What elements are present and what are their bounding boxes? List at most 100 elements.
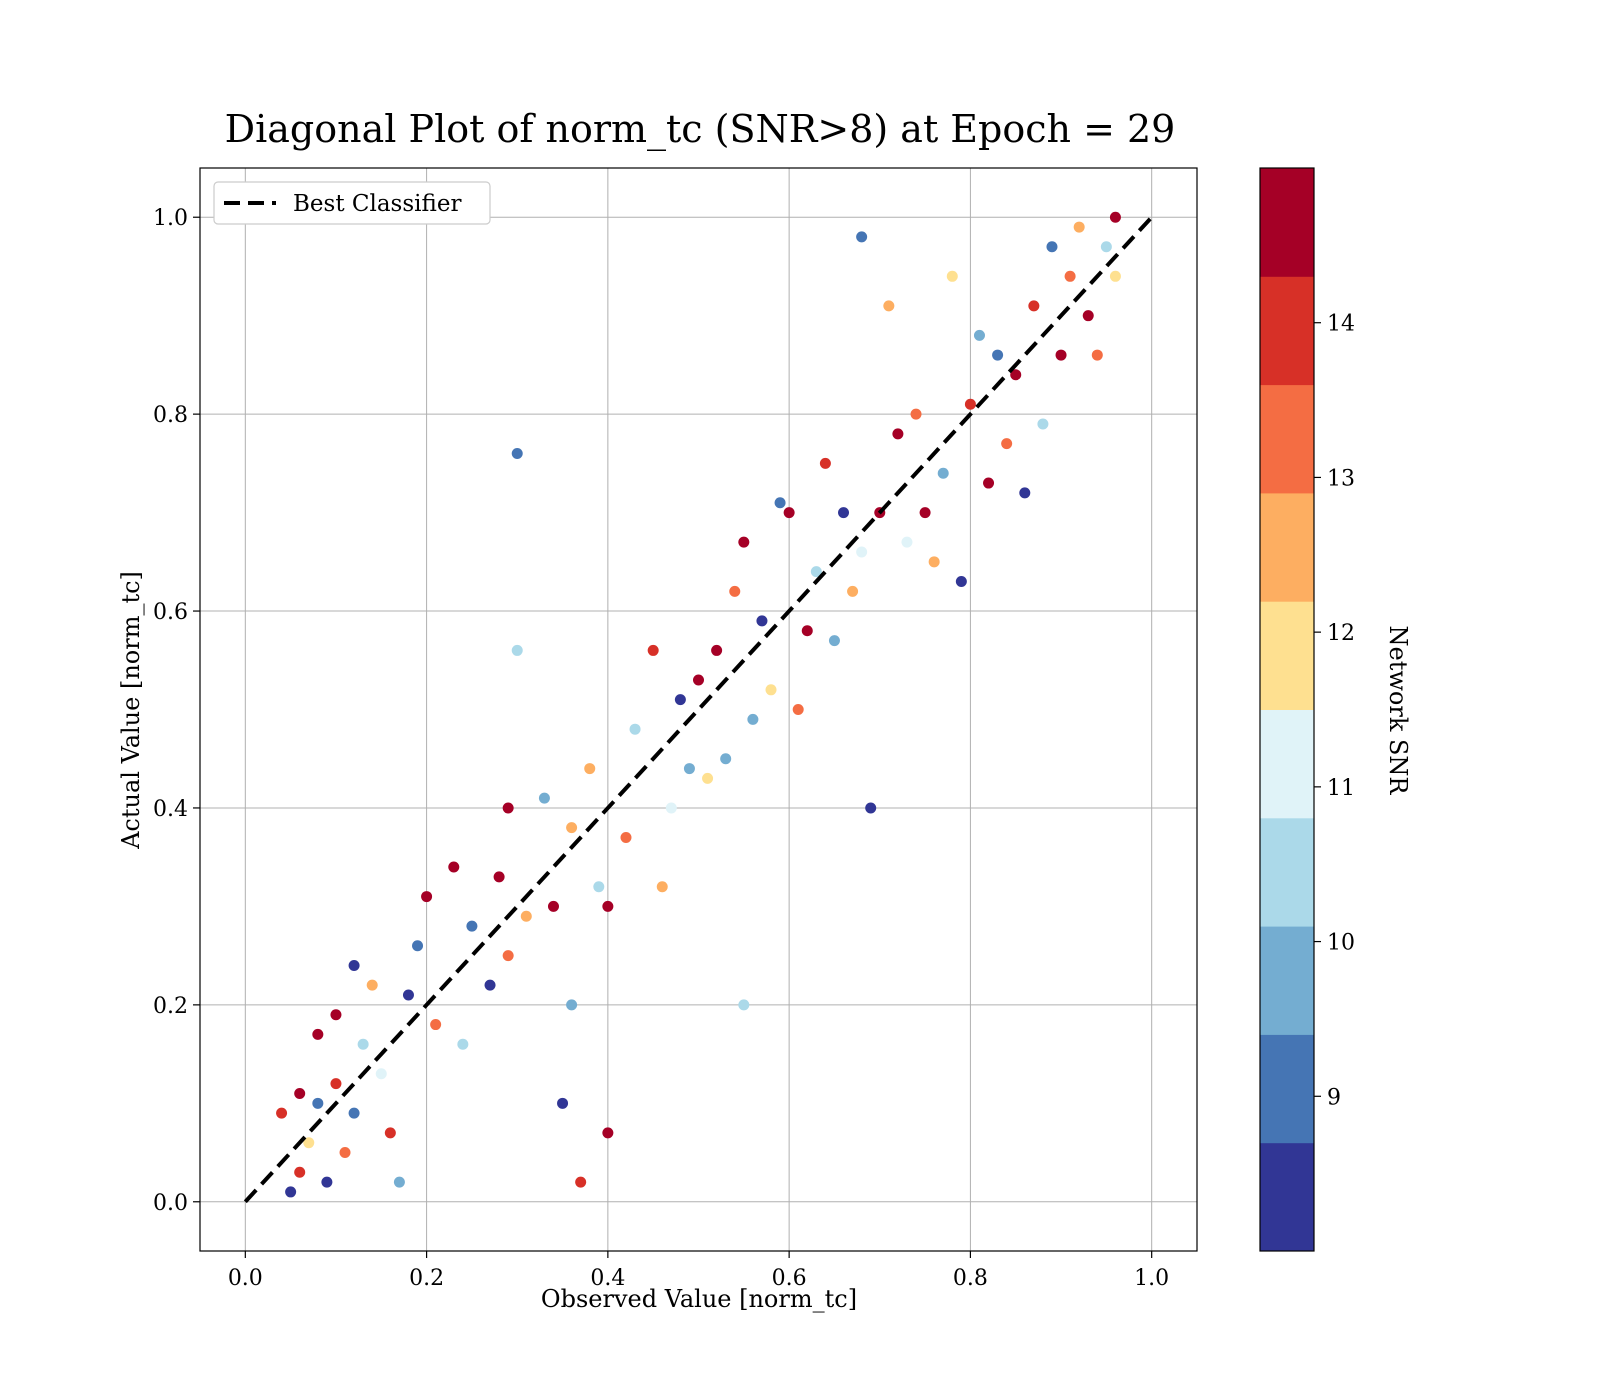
colorbar-bands	[1260, 168, 1314, 1252]
data-point	[810, 566, 822, 578]
data-point	[992, 349, 1004, 361]
colorbar-band	[1260, 276, 1314, 386]
colorbar-tick-label: 9	[1327, 1085, 1341, 1110]
data-point	[502, 950, 514, 962]
colorbar-band	[1260, 926, 1314, 1035]
data-point	[711, 644, 723, 656]
data-point	[339, 1147, 351, 1159]
data-point	[393, 1176, 405, 1188]
data-point	[983, 477, 995, 489]
data-point	[602, 1127, 614, 1139]
colorbar-band	[1260, 709, 1314, 819]
colorbar-band	[1260, 601, 1314, 710]
data-point	[1055, 349, 1067, 361]
data-point	[511, 448, 523, 460]
data-point	[647, 644, 659, 656]
data-point	[575, 1176, 587, 1188]
colorbar-label: Network SNR	[1384, 626, 1412, 796]
data-point	[538, 792, 550, 804]
colorbar: 9 10 11 12 13 14 Network SNR	[1259, 167, 1412, 1252]
data-point	[683, 763, 695, 775]
y-tick-label: 1.0	[153, 206, 188, 231]
data-point	[1046, 241, 1058, 253]
data-point	[919, 507, 931, 519]
colorbar-tick-label: 13	[1327, 466, 1355, 491]
data-point	[946, 270, 958, 282]
data-point	[584, 763, 596, 775]
colorbar-band	[1260, 492, 1314, 602]
data-point	[955, 576, 967, 588]
data-point	[484, 979, 496, 991]
colorbar-border	[1259, 167, 1315, 1252]
data-point	[783, 507, 795, 519]
colorbar-band	[1260, 168, 1314, 277]
data-point	[466, 920, 478, 932]
data-point	[801, 625, 813, 637]
data-point	[402, 989, 414, 1001]
x-tick-label: 0.8	[953, 1266, 988, 1291]
x-tick-label: 0.4	[590, 1266, 625, 1291]
data-point	[1100, 241, 1112, 253]
data-point	[285, 1186, 297, 1198]
data-point	[502, 802, 514, 814]
data-point	[330, 1078, 342, 1090]
data-point	[828, 635, 840, 647]
data-point	[856, 546, 868, 558]
legend: Best Classifier	[213, 181, 491, 225]
data-point	[312, 1028, 324, 1040]
data-point	[747, 713, 759, 725]
x-axis-ticks: 0.0 0.2 0.4 0.6 0.8 1.0	[228, 1251, 1169, 1291]
data-point	[774, 497, 786, 509]
data-point	[1001, 438, 1013, 450]
y-tick-label: 0.8	[153, 403, 188, 428]
colorbar-band	[1260, 817, 1314, 927]
y-tick-label: 0.4	[153, 797, 188, 822]
data-point	[964, 398, 976, 410]
data-point	[375, 1068, 387, 1080]
data-point	[937, 467, 949, 479]
data-point	[294, 1087, 306, 1099]
y-axis-ticks: 0.0 0.2 0.4 0.6 0.8 1.0	[153, 206, 200, 1216]
data-point	[756, 615, 768, 627]
data-point	[312, 1097, 324, 1109]
data-point	[720, 753, 732, 765]
data-point	[276, 1107, 288, 1119]
data-point	[629, 723, 641, 735]
y-tick-label: 0.2	[153, 994, 188, 1019]
legend-label: Best Classifier	[293, 191, 461, 217]
colorbar-tick-label: 10	[1327, 931, 1355, 956]
data-point	[348, 1107, 360, 1119]
y-tick-label: 0.6	[153, 600, 188, 625]
data-point	[1109, 270, 1121, 282]
data-point	[294, 1166, 306, 1178]
data-point	[892, 428, 904, 440]
y-tick-label: 0.0	[153, 1191, 188, 1216]
data-point	[838, 507, 850, 519]
data-point	[1010, 369, 1022, 381]
data-point	[665, 802, 677, 814]
data-point	[738, 999, 750, 1011]
colorbar-ticks: 9 10 11 12 13 14	[1314, 312, 1355, 1110]
data-point	[656, 881, 668, 893]
data-point	[693, 674, 704, 686]
data-point	[792, 704, 804, 715]
data-point	[384, 1127, 396, 1139]
data-point	[856, 231, 868, 243]
gridlines	[200, 168, 1197, 1251]
data-point	[910, 408, 922, 420]
data-point	[928, 556, 940, 568]
colorbar-band	[1260, 1142, 1314, 1252]
data-point	[1064, 270, 1076, 282]
data-point	[520, 910, 532, 922]
data-point	[421, 891, 433, 903]
data-point	[674, 694, 686, 706]
data-point	[511, 644, 523, 656]
data-point	[602, 900, 614, 912]
data-point	[303, 1137, 315, 1149]
data-point	[819, 457, 831, 469]
data-point	[366, 979, 378, 991]
data-point	[765, 684, 777, 696]
colorbar-band	[1260, 1034, 1314, 1144]
data-point	[448, 861, 460, 873]
